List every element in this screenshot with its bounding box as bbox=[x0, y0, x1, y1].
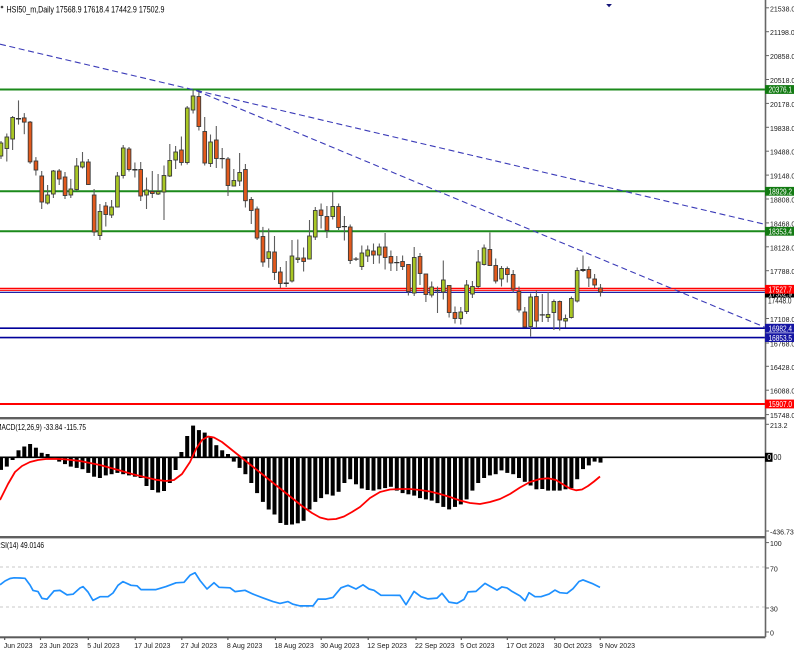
svg-text:17788.0: 17788.0 bbox=[770, 269, 794, 276]
svg-text:100: 100 bbox=[770, 541, 782, 548]
svg-text:19148.0: 19148.0 bbox=[770, 174, 794, 181]
svg-text:18808.0: 18808.0 bbox=[770, 198, 794, 205]
svg-text:18468.0: 18468.0 bbox=[770, 221, 794, 228]
svg-text:23 Jun 2023: 23 Jun 2023 bbox=[40, 643, 79, 650]
svg-text:21198.0: 21198.0 bbox=[770, 30, 794, 37]
svg-text:16088.0: 16088.0 bbox=[770, 389, 794, 396]
svg-text:16982.4: 16982.4 bbox=[769, 323, 793, 333]
svg-text:17448.0: 17448.0 bbox=[768, 296, 792, 306]
svg-text:HSI50_m,Daily 17568.9 17618.4: HSI50_m,Daily 17568.9 17618.4 17442.9 17… bbox=[7, 4, 165, 14]
svg-text:17108.0: 17108.0 bbox=[770, 317, 794, 324]
svg-text:12 Sep 2023: 12 Sep 2023 bbox=[367, 643, 407, 650]
svg-text:22 Sep 2023: 22 Sep 2023 bbox=[415, 643, 455, 650]
svg-text:18929.2: 18929.2 bbox=[769, 187, 793, 197]
svg-text:18353.4: 18353.4 bbox=[769, 227, 793, 237]
svg-text:15748.0: 15748.0 bbox=[770, 413, 794, 420]
svg-text:-436.73: -436.73 bbox=[770, 530, 794, 537]
svg-text:70: 70 bbox=[770, 567, 778, 574]
svg-text:Jun 2023: Jun 2023 bbox=[4, 643, 33, 650]
svg-text:MACD(12,26,9) -33.84 -115.75: MACD(12,26,9) -33.84 -115.75 bbox=[0, 422, 86, 432]
svg-text:17 Jul 2023: 17 Jul 2023 bbox=[134, 643, 170, 650]
svg-text:20178.0: 20178.0 bbox=[770, 102, 794, 109]
svg-text:18 Aug 2023: 18 Aug 2023 bbox=[274, 643, 313, 650]
svg-text:9 Nov 2023: 9 Nov 2023 bbox=[599, 643, 635, 650]
svg-text:21538.0: 21538.0 bbox=[770, 6, 794, 13]
svg-text:17527.7: 17527.7 bbox=[769, 285, 793, 295]
svg-text:.00: .00 bbox=[771, 452, 781, 462]
svg-text:15907.0: 15907.0 bbox=[769, 399, 793, 409]
svg-text:20518.0: 20518.0 bbox=[770, 78, 794, 85]
svg-text:19488.0: 19488.0 bbox=[770, 150, 794, 157]
svg-text:5 Jul 2023: 5 Jul 2023 bbox=[87, 643, 119, 650]
svg-text:20376.1: 20376.1 bbox=[769, 85, 793, 95]
svg-text:RSI(14) 49.0146: RSI(14) 49.0146 bbox=[0, 540, 44, 550]
svg-text:30 Aug 2023: 30 Aug 2023 bbox=[320, 643, 359, 650]
svg-text:20858.0: 20858.0 bbox=[770, 54, 794, 61]
svg-text:19838.0: 19838.0 bbox=[770, 126, 794, 133]
svg-text:0: 0 bbox=[767, 452, 771, 462]
svg-text:30: 30 bbox=[770, 607, 778, 614]
svg-text:16768.0: 16768.0 bbox=[770, 342, 794, 349]
svg-text:30 Oct 2023: 30 Oct 2023 bbox=[554, 643, 592, 650]
svg-text:5 Oct 2023: 5 Oct 2023 bbox=[460, 643, 494, 650]
svg-text:27 Jul 2023: 27 Jul 2023 bbox=[181, 643, 217, 650]
svg-text:17 Oct 2023: 17 Oct 2023 bbox=[506, 643, 544, 650]
svg-text:18128.0: 18128.0 bbox=[770, 245, 794, 252]
svg-text:0: 0 bbox=[770, 631, 774, 638]
svg-text:16853.5: 16853.5 bbox=[769, 333, 793, 343]
svg-text:8 Aug 2023: 8 Aug 2023 bbox=[227, 643, 263, 650]
svg-text:213.2: 213.2 bbox=[770, 423, 788, 430]
svg-text:16428.0: 16428.0 bbox=[770, 365, 794, 372]
